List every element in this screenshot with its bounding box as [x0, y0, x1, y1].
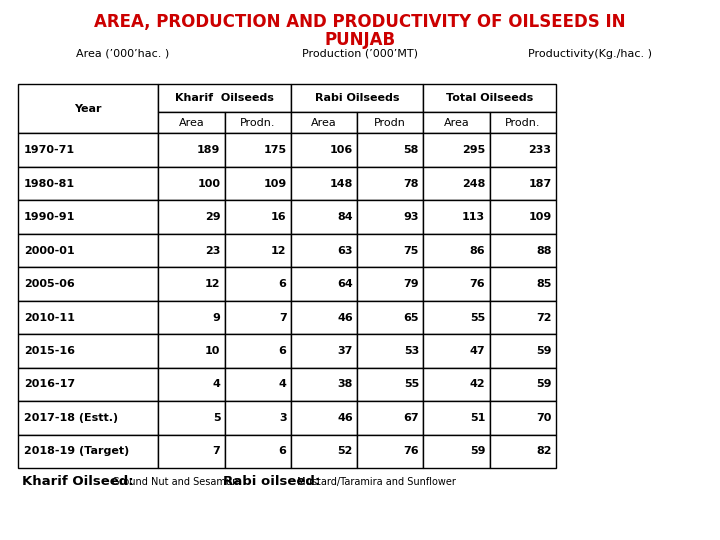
Text: 88: 88: [536, 246, 552, 255]
Text: 106: 106: [330, 145, 353, 155]
Text: 67: 67: [403, 413, 419, 423]
Text: AREA, PRODUCTION AND PRODUCTIVITY OF OILSEEDS IN: AREA, PRODUCTION AND PRODUCTIVITY OF OIL…: [94, 14, 626, 31]
Text: 12: 12: [204, 279, 220, 289]
Text: 233: 233: [528, 145, 552, 155]
Text: 23: 23: [205, 246, 220, 255]
Text: Prodn: Prodn: [374, 118, 406, 127]
Text: 59: 59: [536, 380, 552, 389]
Text: 175: 175: [264, 145, 287, 155]
Text: Rabi oilseed:: Rabi oilseed:: [223, 475, 320, 488]
Text: 3: 3: [279, 413, 287, 423]
Text: Kharif  Oilseeds: Kharif Oilseeds: [175, 93, 274, 103]
Text: 109: 109: [528, 212, 552, 222]
Text: 7: 7: [212, 447, 220, 456]
Text: 55: 55: [470, 313, 485, 322]
Text: 7: 7: [279, 313, 287, 322]
Text: 42: 42: [469, 380, 485, 389]
Text: Production (’000’MT): Production (’000’MT): [302, 49, 418, 59]
Text: 187: 187: [528, 179, 552, 188]
Text: 4: 4: [279, 380, 287, 389]
Text: 5: 5: [212, 413, 220, 423]
Text: Area: Area: [179, 118, 204, 127]
Text: 2017-18 (Estt.): 2017-18 (Estt.): [24, 413, 118, 423]
Text: Prodn.: Prodn.: [505, 118, 541, 127]
Text: Mustard/Taramira and Sunflower: Mustard/Taramira and Sunflower: [294, 477, 456, 487]
Text: 189: 189: [197, 145, 220, 155]
Text: 109: 109: [264, 179, 287, 188]
Text: 2016-17: 2016-17: [24, 380, 75, 389]
Text: Prodn.: Prodn.: [240, 118, 276, 127]
Text: 2010-11: 2010-11: [24, 313, 75, 322]
Text: 2000-01: 2000-01: [24, 246, 74, 255]
Text: 59: 59: [469, 447, 485, 456]
Text: Kharif Oilseed:: Kharif Oilseed:: [22, 475, 133, 488]
Text: Area: Area: [444, 118, 469, 127]
Text: 248: 248: [462, 179, 485, 188]
Text: Productivity(Kg./hac. ): Productivity(Kg./hac. ): [528, 49, 652, 59]
Text: 4: 4: [212, 380, 220, 389]
Text: 76: 76: [469, 279, 485, 289]
Text: 2005-06: 2005-06: [24, 279, 74, 289]
Text: 37: 37: [338, 346, 353, 356]
Text: 47: 47: [469, 346, 485, 356]
Text: 51: 51: [470, 413, 485, 423]
Text: 59: 59: [536, 346, 552, 356]
Text: 65: 65: [403, 313, 419, 322]
Text: 75: 75: [404, 246, 419, 255]
Text: 12: 12: [271, 246, 287, 255]
Text: Ground Nut and Sesamum: Ground Nut and Sesamum: [109, 477, 248, 487]
Text: 84: 84: [337, 212, 353, 222]
Text: 46: 46: [337, 313, 353, 322]
Text: 53: 53: [404, 346, 419, 356]
Text: 85: 85: [536, 279, 552, 289]
Text: 55: 55: [404, 380, 419, 389]
Text: 63: 63: [337, 246, 353, 255]
Text: 9: 9: [212, 313, 220, 322]
Text: 79: 79: [403, 279, 419, 289]
Text: 16: 16: [271, 212, 287, 222]
Text: 1980-81: 1980-81: [24, 179, 75, 188]
Text: 2018-19 (Target): 2018-19 (Target): [24, 447, 129, 456]
Text: 76: 76: [403, 447, 419, 456]
Text: 46: 46: [337, 413, 353, 423]
Text: 6: 6: [279, 346, 287, 356]
Text: Area (’000’hac. ): Area (’000’hac. ): [76, 49, 169, 59]
Text: 82: 82: [536, 447, 552, 456]
Text: 10: 10: [205, 346, 220, 356]
Text: 58: 58: [404, 145, 419, 155]
Text: 6: 6: [279, 279, 287, 289]
Text: 78: 78: [403, 179, 419, 188]
Text: 100: 100: [197, 179, 220, 188]
Text: 1990-91: 1990-91: [24, 212, 75, 222]
Text: 52: 52: [338, 447, 353, 456]
Text: Rabi Oilseeds: Rabi Oilseeds: [315, 93, 400, 103]
Text: 113: 113: [462, 212, 485, 222]
Text: 1970-71: 1970-71: [24, 145, 75, 155]
Text: 29: 29: [204, 212, 220, 222]
Text: 2015-16: 2015-16: [24, 346, 75, 356]
Text: Area: Area: [311, 118, 337, 127]
Text: 72: 72: [536, 313, 552, 322]
Text: 64: 64: [337, 279, 353, 289]
Text: 6: 6: [279, 447, 287, 456]
Text: 148: 148: [330, 179, 353, 188]
Text: 295: 295: [462, 145, 485, 155]
Text: 70: 70: [536, 413, 552, 423]
Text: PUNJAB: PUNJAB: [325, 31, 395, 49]
Text: 86: 86: [469, 246, 485, 255]
Text: 93: 93: [403, 212, 419, 222]
Text: Total Oilseeds: Total Oilseeds: [446, 93, 534, 103]
Text: Year: Year: [74, 104, 102, 113]
Text: 38: 38: [338, 380, 353, 389]
